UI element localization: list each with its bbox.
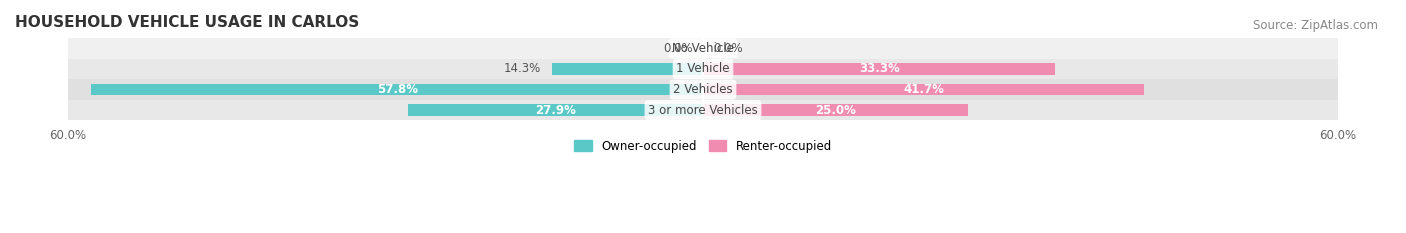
Bar	[67, 59, 1339, 79]
Legend: Owner-occupied, Renter-occupied: Owner-occupied, Renter-occupied	[569, 135, 837, 158]
Bar	[703, 84, 1144, 95]
Text: 33.3%: 33.3%	[859, 62, 900, 75]
Text: 0.0%: 0.0%	[714, 42, 744, 55]
Bar	[67, 100, 1339, 120]
Text: 3 or more Vehicles: 3 or more Vehicles	[648, 104, 758, 117]
Text: 1 Vehicle: 1 Vehicle	[676, 62, 730, 75]
Text: 2 Vehicles: 2 Vehicles	[673, 83, 733, 96]
Text: Source: ZipAtlas.com: Source: ZipAtlas.com	[1253, 19, 1378, 32]
Text: 57.8%: 57.8%	[377, 83, 418, 96]
Bar	[91, 84, 703, 95]
Bar	[703, 104, 967, 116]
Bar	[67, 38, 1339, 59]
Text: 14.3%: 14.3%	[503, 62, 541, 75]
Bar	[703, 63, 1056, 75]
Bar	[551, 63, 703, 75]
Text: HOUSEHOLD VEHICLE USAGE IN CARLOS: HOUSEHOLD VEHICLE USAGE IN CARLOS	[15, 15, 360, 30]
Text: 25.0%: 25.0%	[815, 104, 856, 117]
Text: 27.9%: 27.9%	[534, 104, 576, 117]
Text: 0.0%: 0.0%	[662, 42, 692, 55]
Text: 41.7%: 41.7%	[903, 83, 943, 96]
Text: No Vehicle: No Vehicle	[672, 42, 734, 55]
Bar	[67, 79, 1339, 100]
Bar	[408, 104, 703, 116]
